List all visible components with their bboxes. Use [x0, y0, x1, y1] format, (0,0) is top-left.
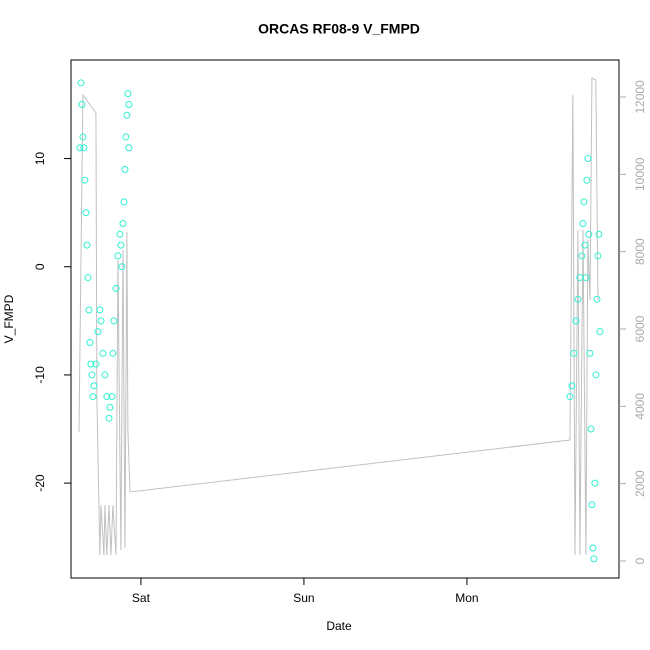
y-tick-label: 10 — [33, 152, 47, 166]
point — [103, 393, 111, 401]
point — [117, 241, 125, 249]
point — [84, 274, 92, 282]
x-tick-label: Sat — [132, 591, 151, 605]
point — [588, 501, 596, 509]
y2-tick-label: 10000 — [633, 157, 647, 191]
point — [82, 209, 90, 217]
y2-tick-label: 4000 — [633, 393, 647, 420]
point — [110, 317, 118, 325]
point — [97, 317, 105, 325]
point — [76, 144, 84, 152]
point — [590, 555, 598, 563]
y2-tick-label: 0 — [633, 557, 647, 564]
point — [122, 133, 130, 141]
point — [78, 100, 86, 108]
point — [570, 349, 578, 357]
point — [89, 393, 97, 401]
point — [108, 393, 116, 401]
y-tick-label: -10 — [33, 366, 47, 384]
point — [579, 219, 587, 227]
point — [119, 219, 127, 227]
point — [120, 198, 128, 206]
point — [585, 230, 593, 238]
point — [112, 284, 120, 292]
point — [81, 176, 89, 184]
point — [574, 295, 582, 303]
point — [94, 328, 102, 336]
point — [92, 360, 100, 368]
point — [86, 338, 94, 346]
y2-tick-label: 12000 — [633, 80, 647, 114]
x-axis-label: Date — [326, 619, 352, 633]
point — [125, 144, 133, 152]
point — [592, 371, 600, 379]
point — [125, 100, 133, 108]
point — [595, 230, 603, 238]
point — [99, 349, 107, 357]
point — [79, 133, 87, 141]
point — [124, 90, 132, 98]
y2-tick-label: 8000 — [633, 238, 647, 265]
point — [580, 198, 588, 206]
point — [568, 382, 576, 390]
point — [566, 393, 574, 401]
point — [96, 306, 104, 314]
plot-box — [70, 59, 620, 579]
point — [593, 295, 601, 303]
point — [90, 382, 98, 390]
point — [121, 165, 129, 173]
x-tick-label: Mon — [455, 591, 478, 605]
line — [78, 77, 599, 556]
y-tick-label: -20 — [33, 474, 47, 492]
point — [106, 403, 114, 411]
y2-tick-label: 6000 — [633, 315, 647, 342]
point — [596, 328, 604, 336]
point — [591, 479, 599, 487]
point — [572, 317, 580, 325]
point — [77, 79, 85, 87]
point — [118, 263, 126, 271]
point — [116, 230, 124, 238]
point — [583, 176, 591, 184]
point — [582, 274, 590, 282]
point — [589, 544, 597, 552]
point — [578, 252, 586, 260]
point — [85, 306, 93, 314]
point — [114, 252, 122, 260]
point — [87, 360, 95, 368]
point — [101, 371, 109, 379]
point — [123, 111, 131, 119]
point — [584, 155, 592, 163]
point — [586, 349, 594, 357]
point — [80, 144, 88, 152]
point — [105, 414, 113, 422]
point — [83, 241, 91, 249]
chart-title: ORCAS RF08-9 V_FMPD — [258, 21, 420, 37]
point — [109, 349, 117, 357]
point — [581, 241, 589, 249]
y2-tick-label: 2000 — [633, 470, 647, 497]
y-tick-label: 0 — [33, 263, 47, 270]
point — [594, 252, 602, 260]
x-tick-label: Sun — [293, 591, 314, 605]
y-axis-label: V_FMPD — [2, 294, 16, 343]
point — [88, 371, 96, 379]
point — [587, 425, 595, 433]
